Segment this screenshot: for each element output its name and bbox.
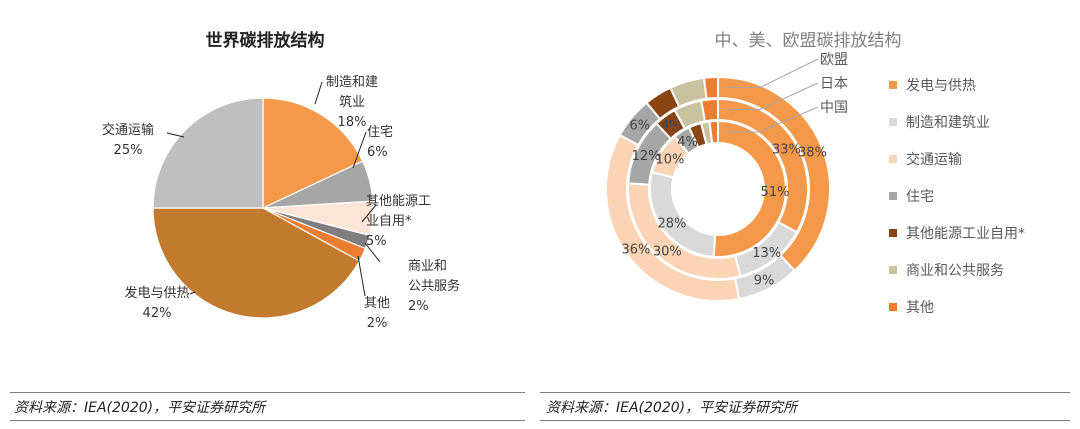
pie-category-label-4: 其他 — [364, 296, 390, 311]
donut-value-label-1-3: 12% — [632, 149, 661, 164]
donut-chart-title: 中、美、欧盟碳排放结构 — [715, 31, 902, 51]
legend-swatch-0 — [889, 81, 897, 89]
pie-pct-label-4: 2% — [367, 316, 388, 331]
pie-leader-3 — [364, 242, 381, 263]
donut-value-label-2-1: 28% — [657, 217, 686, 232]
right-source-rule-top — [540, 392, 1070, 393]
pie-leader-6 — [166, 132, 185, 138]
pie-category-label-3: 公共服务 — [408, 278, 460, 294]
donut-segment-0-6 — [702, 75, 719, 100]
pie-category-label-2: 其他能源工 — [366, 194, 431, 209]
donut-value-label-2-3: 4% — [677, 135, 698, 150]
legend-swatch-6 — [889, 303, 897, 311]
ring-callout-line-2 — [725, 106, 819, 133]
pie-leader-5 — [189, 291, 196, 295]
pie-leader-0 — [314, 81, 323, 105]
left-source-rule-top — [10, 392, 525, 393]
ring-callout-label-2: 中国 — [820, 100, 848, 116]
legend-label-6: 其他 — [906, 300, 934, 316]
ring-callout-line-0 — [726, 58, 819, 88]
legend-label-0: 发电与供热 — [906, 78, 976, 94]
left-source-rule-bottom — [10, 420, 525, 421]
legend-label-4: 其他能源工业自用* — [906, 226, 1025, 242]
pie-pct-label-3: 2% — [408, 299, 429, 314]
legend-swatch-1 — [889, 118, 897, 126]
donut-value-label-1-4: 4% — [661, 119, 682, 134]
pie-category-label-1: 住宅 — [367, 125, 393, 140]
legend-swatch-5 — [889, 266, 897, 274]
pie-labels: 制造和建筑业 18%住宅 6% 其他能源工业自用* 5% 商业和公共服务 2% 其他 2% 发电与… — [102, 75, 460, 331]
donut-segment-1-6 — [699, 97, 719, 123]
pie-leader-4 — [357, 255, 366, 297]
pie-category-label-6: 交通运输 — [102, 122, 154, 138]
donut-value-label-1-0: 33% — [772, 143, 801, 158]
pie-chart-title: 世界碳排放结构 — [206, 30, 325, 51]
left-source-note: 资料来源：IEA(2020)，平安证券研究所 — [14, 400, 266, 416]
legend-label-1: 制造和建筑业 — [906, 115, 990, 131]
pie-category-label-2: 业自用* — [366, 214, 412, 229]
legend-label-2: 交通运输 — [906, 151, 962, 168]
donut-value-label-2-0: 51% — [761, 185, 790, 200]
pie-pct-label-0: 18% — [338, 115, 367, 130]
pie-category-label-0: 筑业 — [339, 94, 365, 110]
pie-pct-label-6: 25% — [114, 143, 143, 158]
pie-pct-label-2: 5% — [366, 234, 387, 249]
donut-segment-2-0 — [712, 119, 787, 258]
donut-segment-2-6 — [708, 119, 719, 145]
donut-value-label-0-1: 9% — [754, 273, 775, 288]
ring-callout-line-1 — [725, 82, 819, 110]
donut-value-label-0-3: 6% — [629, 118, 650, 133]
ring-callout-label-1: 日本 — [820, 76, 848, 92]
donut-value-label-0-0: 38% — [798, 146, 827, 161]
pie-slice-5 — [152, 207, 361, 319]
legend-swatch-4 — [889, 229, 897, 237]
pie-slice-0 — [262, 97, 364, 209]
donut-value-label-0-2: 36% — [621, 243, 650, 258]
ring-callout-label-0: 欧盟 — [820, 52, 848, 68]
legend-label-3: 住宅 — [906, 189, 934, 205]
pie-leader-2 — [361, 204, 377, 223]
region-emission-donut — [605, 75, 831, 302]
pie-pct-label-1: 6% — [367, 145, 388, 160]
legend-swatch-2 — [889, 155, 897, 163]
pie-leader-lines — [166, 81, 381, 297]
donut-value-label-2-2: 10% — [655, 153, 684, 168]
donut-value-label-1-1: 13% — [752, 246, 781, 261]
right-source-note: 资料来源：IEA(2020)，平安证券研究所 — [546, 400, 798, 416]
legend-swatch-3 — [889, 192, 897, 200]
pie-pct-label-5: 42% — [143, 306, 172, 321]
pie-category-label-5: 发电与供热 — [124, 285, 189, 301]
donut-value-labels: 38%9%36%6%33%13%30%12%4%51%28%10%4% — [621, 118, 826, 288]
pie-category-label-0: 制造和建 — [326, 75, 378, 90]
pie-category-label-3: 商业和 — [408, 259, 447, 274]
donut-value-label-1-2: 30% — [653, 244, 682, 259]
pie-leader-1 — [352, 131, 367, 169]
pie-slice-6 — [152, 97, 264, 209]
legend-label-5: 商业和公共服务 — [906, 263, 1004, 279]
right-source-rule-bottom — [540, 420, 1070, 421]
world-emission-pie — [152, 97, 374, 319]
